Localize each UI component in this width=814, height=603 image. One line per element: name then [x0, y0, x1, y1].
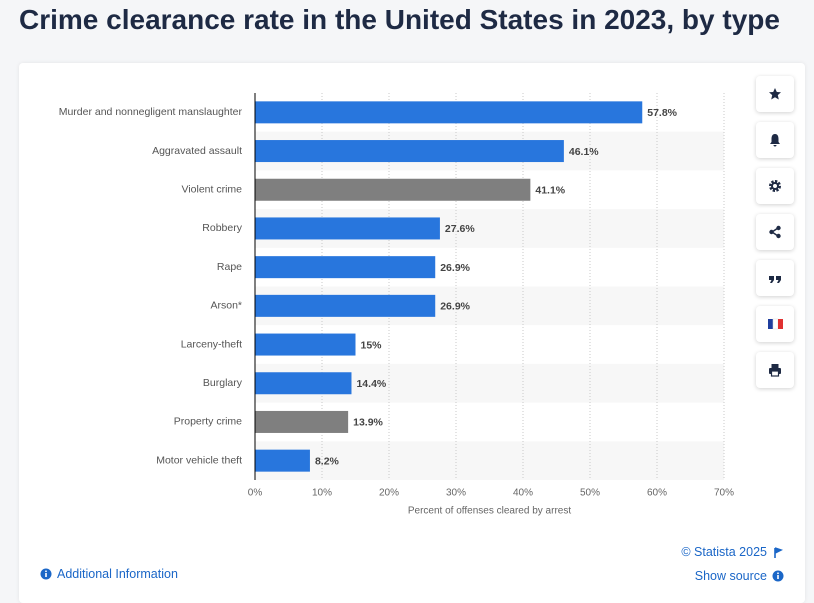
- y-tick-label: Robbery: [202, 222, 242, 234]
- value-label: 26.9%: [440, 301, 470, 313]
- value-label: 26.9%: [440, 262, 470, 274]
- star-icon: [769, 88, 781, 100]
- value-label: 8.2%: [315, 455, 340, 467]
- gear-icon: [769, 180, 781, 192]
- y-tick-label: Rape: [217, 261, 242, 273]
- x-tick-label: 10%: [312, 488, 332, 499]
- x-tick-label: 40%: [513, 488, 533, 499]
- copyright[interactable]: © Statista 2025: [681, 545, 767, 559]
- share-icon: [769, 225, 781, 239]
- bar: [255, 372, 352, 395]
- bell-icon: [770, 134, 780, 147]
- value-label: 41.1%: [535, 185, 565, 197]
- additional-information[interactable]: Additional Information: [57, 567, 178, 581]
- bar: [255, 449, 310, 472]
- value-label: 46.1%: [569, 146, 599, 158]
- y-tick-label: Murder and nonnegligent manslaughter: [59, 106, 243, 118]
- language-button[interactable]: [756, 306, 794, 342]
- show-source[interactable]: Show source: [694, 569, 767, 583]
- flag-report-icon[interactable]: [773, 547, 783, 559]
- chart-title: Crime clearance rate in the United State…: [19, 4, 780, 35]
- y-tick-label: Motor vehicle theft: [156, 454, 242, 466]
- value-label: 13.9%: [353, 417, 383, 429]
- value-label: 14.4%: [356, 378, 386, 390]
- x-tick-label: 60%: [647, 488, 667, 499]
- row-band: [255, 441, 724, 480]
- cite-button[interactable]: [756, 260, 794, 296]
- share-button[interactable]: [756, 214, 794, 250]
- value-label: 15%: [361, 339, 383, 351]
- favorite-button[interactable]: [756, 76, 794, 112]
- bar: [255, 178, 531, 201]
- settings-button[interactable]: [756, 168, 794, 204]
- bar: [255, 294, 436, 317]
- value-label: 57.8%: [647, 107, 677, 119]
- y-tick-label: Arson*: [210, 300, 242, 312]
- chart-card: 0% 10% 20% 30% 40% 50% 60% 70% Percent of offens…: [19, 63, 805, 603]
- info-icon: [40, 568, 52, 580]
- bar: [255, 101, 643, 124]
- bar: [255, 256, 436, 279]
- x-axis-label: Percent of offenses cleared by arrest: [408, 506, 571, 517]
- printer-icon: [769, 364, 781, 377]
- bar: [255, 333, 356, 356]
- bar: [255, 410, 349, 433]
- alert-button[interactable]: [756, 122, 794, 158]
- info-icon: [772, 570, 784, 582]
- x-tick-label: 20%: [379, 488, 399, 499]
- quote-icon: [769, 276, 781, 283]
- y-tick-label: Violent crime: [182, 184, 243, 196]
- x-tick-label: 70%: [714, 488, 734, 499]
- flag-icon: [768, 318, 783, 330]
- chart: 0% 10% 20% 30% 40% 50% 60% 70% Percent of offens…: [59, 93, 734, 517]
- x-tick-label: 30%: [446, 488, 466, 499]
- x-tick-label: 50%: [580, 488, 600, 499]
- y-tick-label: Burglary: [203, 377, 243, 389]
- print-button[interactable]: [756, 352, 794, 388]
- y-tick-label: Larceny-theft: [181, 338, 242, 350]
- bar: [255, 217, 440, 240]
- y-tick-label: Property crime: [174, 416, 242, 428]
- bar: [255, 140, 564, 163]
- value-label: 27.6%: [445, 223, 475, 235]
- y-tick-label: Aggravated assault: [152, 145, 242, 157]
- x-tick-label: 0%: [248, 488, 263, 499]
